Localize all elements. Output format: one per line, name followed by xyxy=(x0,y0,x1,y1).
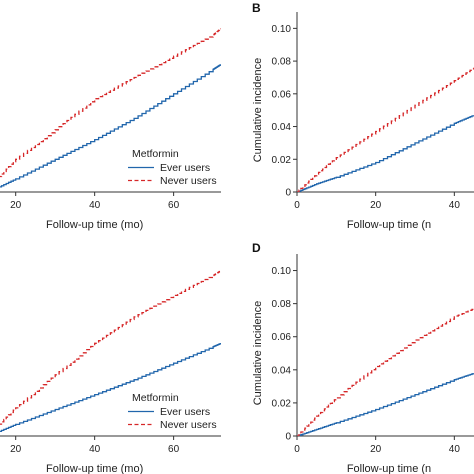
panel-d-x-tick-label: 20 xyxy=(370,444,382,455)
panel-a-x-tick-label: 40 xyxy=(89,200,101,211)
panel-b-y-tick-label: 0.10 xyxy=(272,24,292,35)
panel-b-chart: 0 0.02 0.04 0.06 0.08 0.10 Cumulative incidenc… xyxy=(252,1,474,231)
panel-b-letter: B xyxy=(252,1,261,15)
panel-b-y-axis-title: Cumulative incidence xyxy=(252,58,264,163)
panel-c-legend-title: Metformin xyxy=(132,392,179,404)
panel-b-x-tick-label: 0 xyxy=(294,200,300,211)
panel-c-legend-label: Never users xyxy=(160,419,217,431)
panel-b-y-tick-label: 0.04 xyxy=(272,122,292,133)
panel-b-y-tick-label: 0.06 xyxy=(272,89,292,100)
panel-d-series-ever-users-line xyxy=(297,373,474,436)
panel-b-y-tick-label: 0.08 xyxy=(272,57,292,68)
panel-a-legend-label: Never users xyxy=(160,175,217,187)
panel-d-y-tick-label: 0.04 xyxy=(272,365,292,376)
panel-c-chart: 20 40 60 Follow-up time (mo) Metformin Ever u… xyxy=(0,270,221,474)
panel-d-y-tick-label: 0.10 xyxy=(272,266,292,277)
panel-c-x-axis-title: Follow-up time (mo) xyxy=(46,463,143,474)
panel-d-chart: 0 0.02 0.04 0.06 0.08 0.10 Cumulative incidenc… xyxy=(252,241,474,474)
panel-d-y-tick-label: 0.08 xyxy=(272,299,292,310)
panel-b-y-tick-label: 0 xyxy=(285,188,291,199)
panel-a-x-axis-title: Follow-up time (mo) xyxy=(46,219,143,231)
panel-d-x-tick-label: 40 xyxy=(449,444,461,455)
panel-b-y-tick-label: 0.02 xyxy=(272,155,292,166)
panel-c-x-tick-label: 40 xyxy=(89,444,101,455)
panel-d-x-tick-label: 0 xyxy=(294,444,300,455)
panel-d-y-tick-label: 0.06 xyxy=(272,332,292,343)
panel-a-x-tick-label: 60 xyxy=(168,200,180,211)
panel-d-x-axis-title: Follow-up time (n xyxy=(347,463,431,474)
panel-b-x-tick-label: 40 xyxy=(449,200,461,211)
panel-c-x-tick-label: 60 xyxy=(168,444,180,455)
panel-a-legend-title: Metformin xyxy=(132,148,179,160)
panel-b-series-never-users-line xyxy=(297,67,474,192)
panel-d-series-never-users-line xyxy=(297,308,474,436)
panel-d-letter: D xyxy=(252,241,261,255)
panel-a-legend-label: Ever users xyxy=(160,162,210,174)
panel-d-y-tick-label: 0.02 xyxy=(272,398,292,409)
panel-c-legend-label: Ever users xyxy=(160,406,210,418)
panel-d-y-tick-label: 0 xyxy=(285,432,291,443)
panel-c-series-ever-users-line xyxy=(0,343,221,433)
panel-b-x-axis-title: Follow-up time (n xyxy=(347,219,431,231)
panel-b-series-ever-users-line xyxy=(297,115,474,192)
panel-c-series-never-users-line xyxy=(0,270,221,425)
panel-a-x-tick-label: 20 xyxy=(10,200,22,211)
panel-a-chart: 20 40 60 Follow-up time (mo) Metformin Ever u… xyxy=(0,28,221,231)
panel-d-y-axis-title: Cumulative incidence xyxy=(252,301,264,406)
panel-b-x-tick-label: 20 xyxy=(370,200,382,211)
panel-a-series-ever-users-line xyxy=(0,64,221,188)
panel-c-x-tick-label: 20 xyxy=(10,444,22,455)
panel-a-series-never-users-line xyxy=(0,28,221,178)
